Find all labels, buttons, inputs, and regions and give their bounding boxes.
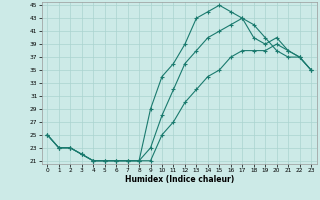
X-axis label: Humidex (Indice chaleur): Humidex (Indice chaleur) (124, 175, 234, 184)
